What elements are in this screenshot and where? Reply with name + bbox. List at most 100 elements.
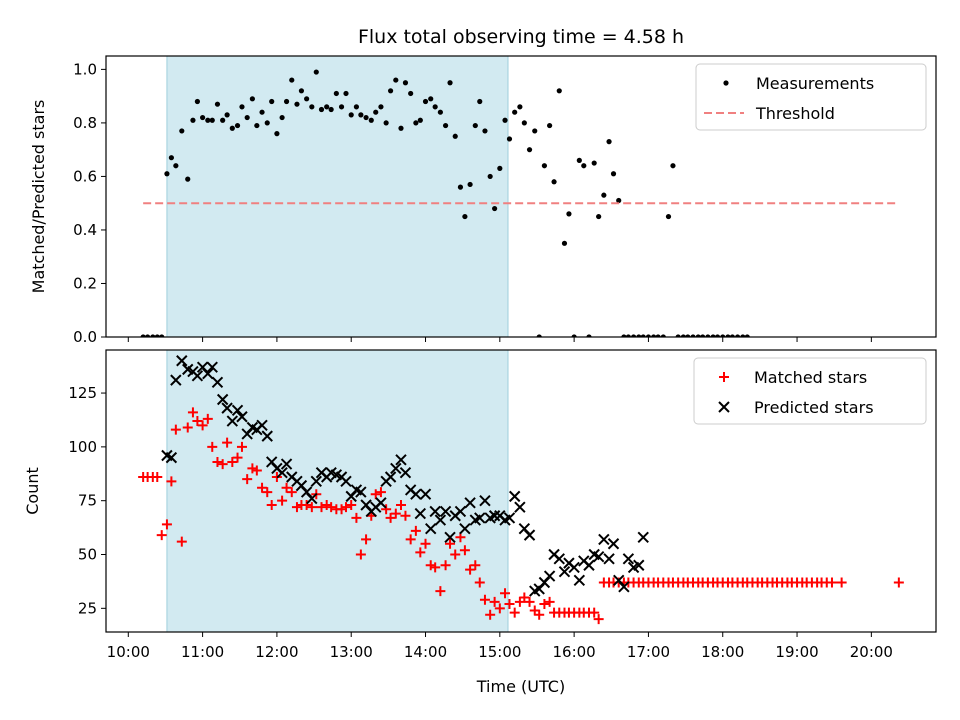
x-marker xyxy=(276,466,288,479)
dot-marker xyxy=(224,112,230,118)
dot-marker xyxy=(487,173,493,180)
dot-marker xyxy=(338,104,345,110)
x-marker xyxy=(231,404,244,416)
x-marker xyxy=(165,451,178,464)
plus-marker xyxy=(321,499,332,510)
y-tick-label: 100 xyxy=(68,438,97,456)
plus-marker xyxy=(836,577,847,588)
dot-marker xyxy=(815,0,820,3)
dot-marker xyxy=(591,160,597,166)
plus-marker xyxy=(182,422,193,433)
dot-marker xyxy=(387,88,394,94)
series-plus xyxy=(138,407,904,625)
x-marker xyxy=(543,570,556,582)
plus-marker xyxy=(217,459,228,470)
legend: Measurements Threshold xyxy=(695,63,927,131)
dot-marker xyxy=(685,334,691,337)
y-tick-label: 0.6 xyxy=(73,167,97,185)
legend-marker-swatch xyxy=(719,372,729,382)
x-marker xyxy=(464,497,476,509)
dot-marker xyxy=(714,334,721,337)
dot-marker xyxy=(249,96,255,102)
plus-marker xyxy=(301,499,312,510)
plus-marker xyxy=(242,474,253,485)
plus-marker xyxy=(156,530,167,541)
dot-marker xyxy=(547,122,553,129)
plus-marker xyxy=(316,502,327,513)
x-marker xyxy=(280,458,293,470)
dot-marker xyxy=(298,88,305,94)
dot-marker xyxy=(383,120,389,126)
dot-marker xyxy=(452,133,458,139)
plus-marker xyxy=(166,476,177,487)
dot-marker xyxy=(353,104,360,110)
plus-marker xyxy=(281,482,292,493)
plus-marker xyxy=(286,487,297,498)
plus-marker xyxy=(415,547,426,558)
plus-marker xyxy=(589,607,600,618)
x-marker xyxy=(514,501,526,513)
dot-marker xyxy=(168,155,174,161)
dot-marker xyxy=(254,122,260,129)
dot-marker xyxy=(710,334,716,337)
dot-marker xyxy=(536,334,542,337)
plus-marker xyxy=(222,437,233,448)
plus-marker xyxy=(262,487,273,498)
dot-marker xyxy=(760,0,765,3)
dot-marker xyxy=(422,98,429,105)
dot-marker xyxy=(566,211,572,217)
x-marker xyxy=(523,529,536,541)
plus-marker xyxy=(361,534,372,545)
dot-marker xyxy=(705,334,711,337)
dot-marker xyxy=(324,104,330,110)
dot-marker xyxy=(269,98,275,105)
y-tick-label: 0.4 xyxy=(73,221,97,239)
plus-marker xyxy=(152,472,163,483)
plus-marker xyxy=(500,588,511,599)
dot-marker xyxy=(809,0,814,3)
legend-box xyxy=(693,357,927,425)
plus-marker xyxy=(465,564,476,575)
dot-marker xyxy=(417,117,423,123)
dot-marker xyxy=(413,120,419,126)
plus-marker xyxy=(355,549,366,560)
plus-marker xyxy=(247,463,258,474)
dot-marker xyxy=(896,0,901,3)
dot-marker xyxy=(462,213,468,220)
plus-marker xyxy=(236,441,247,452)
dot-marker xyxy=(819,0,824,3)
dot-marker xyxy=(140,334,146,337)
dot-marker xyxy=(442,122,449,129)
dot-marker xyxy=(665,213,672,220)
dot-marker xyxy=(517,104,523,110)
legend-entry-label: Threshold xyxy=(755,104,835,123)
series-x xyxy=(161,355,649,597)
plus-marker xyxy=(336,504,347,515)
dot-marker xyxy=(729,334,736,337)
plus-marker xyxy=(187,407,198,418)
dot-marker xyxy=(789,0,794,3)
dot-marker xyxy=(229,125,235,131)
dot-marker xyxy=(164,171,170,177)
plus-marker xyxy=(479,594,490,605)
dot-marker xyxy=(220,117,226,123)
dot-marker xyxy=(770,0,775,3)
plus-marker xyxy=(375,487,386,498)
dot-marker xyxy=(690,334,696,337)
dot-marker xyxy=(700,334,706,337)
plus-marker xyxy=(176,536,187,547)
chart-title: Flux total observing time = 4.58 h xyxy=(358,26,684,48)
plus-marker xyxy=(257,482,268,493)
axes-frame xyxy=(105,349,937,633)
dot-marker xyxy=(651,334,657,337)
x-marker xyxy=(503,512,516,524)
dot-marker xyxy=(150,334,156,337)
plus-marker xyxy=(400,510,411,521)
dot-marker xyxy=(239,104,245,110)
x-tick-label: 18:00 xyxy=(701,643,744,661)
y-tick-label: 1.0 xyxy=(73,60,97,78)
plus-marker xyxy=(170,424,181,435)
x-marker xyxy=(206,361,218,373)
x-marker xyxy=(573,574,586,587)
x-marker xyxy=(598,533,610,546)
